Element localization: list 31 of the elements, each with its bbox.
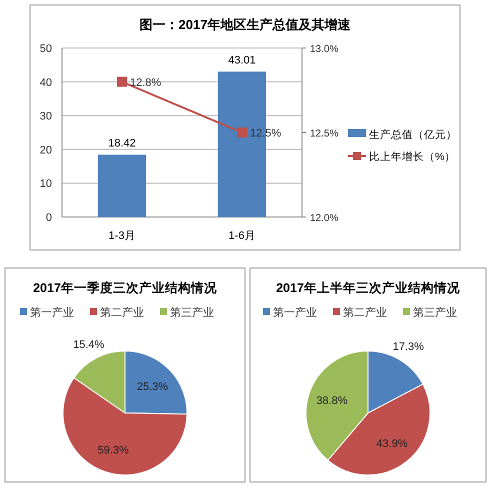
- data-label: 59.3%: [98, 444, 130, 457]
- chart-title: 图一：2017年地区生产总值及其增速: [140, 17, 352, 32]
- data-label: 12.8%: [130, 76, 162, 89]
- data-label: 18.42: [108, 138, 136, 150]
- legend-label: 比上年增长（%）: [369, 150, 456, 163]
- y-tick-label: 20: [40, 144, 52, 156]
- y2-tick-label: 12.0%: [310, 213, 338, 224]
- data-label: 43.9%: [376, 438, 408, 450]
- legend-label: 第三产业: [413, 306, 457, 319]
- data-label: 15.4%: [73, 338, 105, 351]
- legend-label: 第一产业: [30, 306, 74, 319]
- data-label: 25.3%: [136, 381, 168, 394]
- y-tick-label: 0: [46, 212, 52, 224]
- x-tick-label: 1-3月: [108, 230, 136, 242]
- data-label: 38.8%: [316, 394, 348, 407]
- x-tick-label: 1-6月: [228, 230, 256, 242]
- y-tick-label: 50: [40, 43, 52, 55]
- legend-label: 生产总值（亿元）: [369, 128, 457, 141]
- y-tick-label: 40: [40, 76, 52, 89]
- legend-label: 第二产业: [100, 306, 144, 319]
- legend-label: 第一产业: [273, 306, 317, 319]
- chart-title: 2017年一季度三次产业结构情况: [33, 280, 218, 295]
- chart-title: 2017年上半年三次产业结构情况: [276, 280, 461, 295]
- legend-label: 第三产业: [170, 306, 214, 319]
- y-tick-label: 30: [40, 110, 52, 123]
- y-tick-label: 10: [40, 178, 52, 190]
- y2-tick-label: 13.0%: [310, 44, 338, 55]
- legend-label: 第二产业: [343, 306, 387, 319]
- y2-tick-label: 12.5%: [310, 128, 338, 140]
- data-label: 43.01: [228, 54, 256, 67]
- data-label: 17.3%: [392, 341, 424, 354]
